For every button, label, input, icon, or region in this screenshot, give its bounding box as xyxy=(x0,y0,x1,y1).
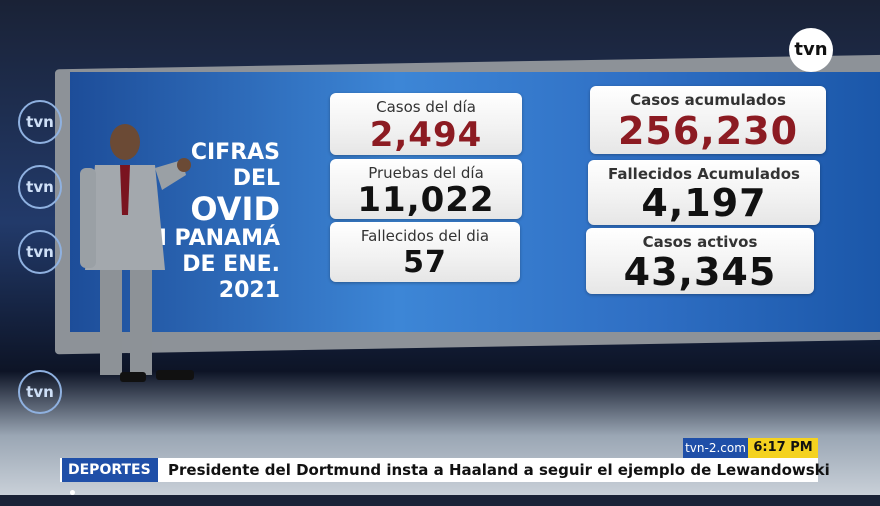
wall-logo: tvn xyxy=(18,165,62,209)
page: tvn tvn tvn tvn CIFRAS DEL OVID N PANAMÁ… xyxy=(0,0,880,495)
wall-logo: tvn xyxy=(18,230,62,274)
stat-value: 256,230 xyxy=(617,109,799,153)
stat-label: Fallecidos del dia xyxy=(360,227,490,245)
ticker-time: 6:17 PM xyxy=(748,438,818,458)
stat-box: Pruebas del día 11,022 xyxy=(330,159,522,219)
ticker-headline: Presidente del Dortmund insta a Haaland … xyxy=(168,461,830,479)
title-line: N PANAMÁ xyxy=(148,226,280,251)
stat-value: 57 xyxy=(403,245,447,280)
stat-label: Casos activos xyxy=(642,233,758,251)
stat-box: Casos activos 43,345 xyxy=(586,228,814,294)
channel-logo: tvn xyxy=(789,28,833,72)
stat-box: Fallecidos Acumulados 4,197 xyxy=(588,160,820,225)
ticker-section: DEPORTES • xyxy=(62,458,158,502)
stat-label: Casos del día xyxy=(376,98,476,116)
screen-title: CIFRAS DEL OVID N PANAMÁ DE ENE. 2021 xyxy=(140,140,280,304)
title-line: CIFRAS DEL xyxy=(190,140,280,191)
stat-label: Pruebas del día xyxy=(368,164,484,182)
stat-value: 2,494 xyxy=(369,115,483,155)
section-text: DEPORTES xyxy=(68,462,151,478)
stat-value: 4,197 xyxy=(641,181,767,225)
title-line: OVID xyxy=(190,190,280,228)
title-line: DE ENE. 2021 xyxy=(182,252,280,303)
ticker-site: tvn-2.com xyxy=(683,438,748,458)
stat-label: Fallecidos Acumulados xyxy=(608,165,800,183)
stat-box: Casos acumulados 256,230 xyxy=(590,86,826,154)
presenter xyxy=(80,124,194,382)
ticker-bar xyxy=(60,458,818,482)
stat-box: Casos del día 2,494 xyxy=(330,93,522,155)
stat-value: 43,345 xyxy=(623,250,777,294)
stat-box: Fallecidos del dia 57 xyxy=(330,222,520,282)
wall-logo: tvn xyxy=(18,100,62,144)
stat-value: 11,022 xyxy=(357,180,495,220)
stat-label: Casos acumulados xyxy=(630,91,786,109)
wall-logo: tvn xyxy=(18,370,62,414)
